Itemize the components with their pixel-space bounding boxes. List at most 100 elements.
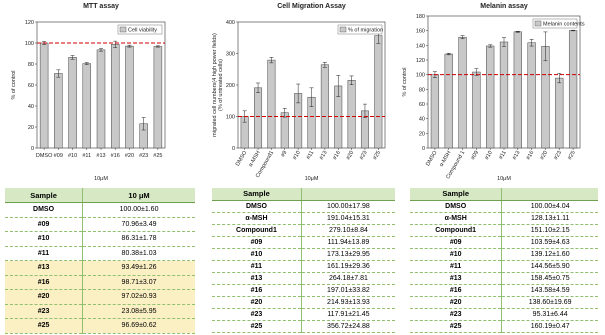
error-bar: [336, 75, 341, 97]
table-cell: 93.49±1.26: [82, 260, 195, 276]
table-row: DMSO 100.00±1.60: [5, 202, 195, 218]
bar: [486, 45, 495, 149]
table-cell: #13: [212, 272, 302, 285]
table-row: #13 93.49±1.26: [5, 260, 195, 276]
x-tick-label: #13: [96, 153, 105, 159]
y-tick-label: 120: [25, 20, 34, 26]
table-cell: #13: [410, 272, 503, 285]
legend-box: [337, 24, 383, 35]
data-table: Sample 10 μM DMSO 100.00±1.60 #09 70.96±3.49 #…: [5, 188, 195, 334]
table-cell: 143.58±4.59: [501, 284, 598, 297]
y-tick-label: 300: [226, 52, 235, 58]
legend-label: Melanin contents: [543, 22, 585, 28]
table-cell: 95.31±6.44: [501, 308, 598, 321]
header-cell: [501, 188, 598, 201]
x-tick-label: #23: [139, 153, 148, 159]
bar: [320, 64, 329, 149]
table-row: #11 144.56±5.90: [410, 260, 598, 273]
data-table: Sample DMSO 100.00±4.04 α-MSH 128.13±1.11 Com…: [410, 188, 598, 333]
x-tick-label: DMSO: [36, 153, 53, 159]
table-row: #09 103.59±4.63: [410, 236, 598, 249]
data-table: Sample DMSO 100.00±17.98 α-MSH 191.04±15.31 C…: [212, 188, 395, 333]
table-row: DMSO 100.00±17.98: [212, 200, 395, 213]
table-cell: α-MSH: [212, 212, 302, 225]
table-cell: #23: [410, 308, 503, 321]
table-cell: #25: [212, 320, 302, 333]
bar: [39, 42, 49, 149]
error-bar: [155, 45, 160, 48]
y-tick-label: 40: [419, 117, 425, 123]
table-row: #16 143.58±4.59: [410, 284, 598, 297]
x-tick-label: #10: [484, 150, 494, 161]
chart-title: MTT assay: [83, 3, 119, 10]
bar: [430, 74, 440, 149]
table-row: α-MSH 191.04±15.31: [212, 212, 395, 225]
x-axis-label: 10μM: [305, 176, 319, 182]
table-cell: 138.60±19.69: [501, 296, 598, 309]
header-row: Sample: [410, 188, 598, 201]
x-axis-label: 10μM: [497, 176, 511, 182]
bar: [153, 46, 163, 149]
y-tick-label: 400: [226, 20, 235, 26]
bar: [527, 42, 536, 149]
y-tick-label: 20: [419, 131, 425, 137]
error-bar: [99, 48, 103, 52]
y-tick-label: 0: [232, 146, 235, 152]
header-cell: Sample: [212, 188, 302, 201]
table-row: #23 117.91±21.45: [212, 308, 395, 321]
table-row: #16 197.01±33.82: [212, 284, 395, 297]
y-axis-label: % of control: [402, 67, 408, 96]
bar: [472, 71, 481, 149]
table-cell: 117.91±21.45: [301, 308, 395, 321]
x-tick-label: #16: [111, 153, 120, 159]
table-row: #10 173.13±29.95: [212, 248, 395, 261]
bar: [54, 73, 63, 149]
x-tick-label: #10: [292, 150, 302, 161]
error-bar: [446, 52, 451, 56]
error-bar: [282, 108, 287, 118]
table-cell: #10: [212, 248, 302, 261]
table-cell: 100.00±1.60: [82, 202, 195, 218]
table-cell: #25: [5, 318, 84, 334]
y-tick-label: 200: [226, 83, 235, 89]
table-cell: #20: [410, 296, 503, 309]
table-row: #25 356.72±24.88: [212, 320, 395, 333]
table-cell: 161.19±29.36: [301, 260, 395, 273]
x-tick-label: α-MSH: [248, 150, 262, 168]
table-row: #23 95.31±6.44: [410, 308, 598, 321]
table-cell: #20: [5, 289, 84, 305]
table-cell: #09: [5, 217, 84, 232]
bar: [541, 46, 550, 149]
table-cell: #13: [5, 260, 84, 276]
table-cell: 86.31±1.78: [82, 231, 195, 247]
table-cell: #10: [5, 231, 84, 247]
table-cell: 139.12±1.60: [501, 248, 598, 261]
table-cell: DMSO: [5, 202, 84, 218]
table-cell: 264.18±7.81: [301, 272, 395, 285]
error-bar: [543, 31, 548, 62]
table-cell: 100.00±17.98: [301, 200, 395, 213]
error-bar: [488, 44, 493, 48]
table-cell: #09: [410, 236, 503, 249]
table-cell: 197.01±33.82: [301, 284, 395, 297]
table-cell: 23.08±5.95: [82, 304, 195, 319]
x-tick-label: #09: [470, 150, 480, 161]
table-row: #09 111.94±13.89: [212, 236, 395, 249]
table-cell: DMSO: [212, 200, 302, 213]
header-row: Sample 10 μM: [5, 188, 195, 203]
bar: [254, 87, 263, 149]
x-tick-label: #11: [306, 150, 316, 161]
error-bar: [256, 82, 261, 93]
legend-swatch: [534, 20, 542, 27]
table-cell: #23: [212, 308, 302, 321]
x-tick-label: #25: [153, 153, 162, 159]
bar: [444, 53, 453, 149]
x-tick-label: #11: [82, 153, 91, 159]
table-cell: #11: [410, 260, 503, 273]
x-tick-label: #23: [359, 150, 369, 161]
error-bar: [127, 44, 132, 48]
y-tick-label: 100: [25, 41, 34, 47]
table-row: #20 97.02±0.93: [5, 289, 195, 305]
y-tick-label: 80: [419, 87, 425, 93]
table-cell: 80.38±1.03: [82, 246, 195, 261]
